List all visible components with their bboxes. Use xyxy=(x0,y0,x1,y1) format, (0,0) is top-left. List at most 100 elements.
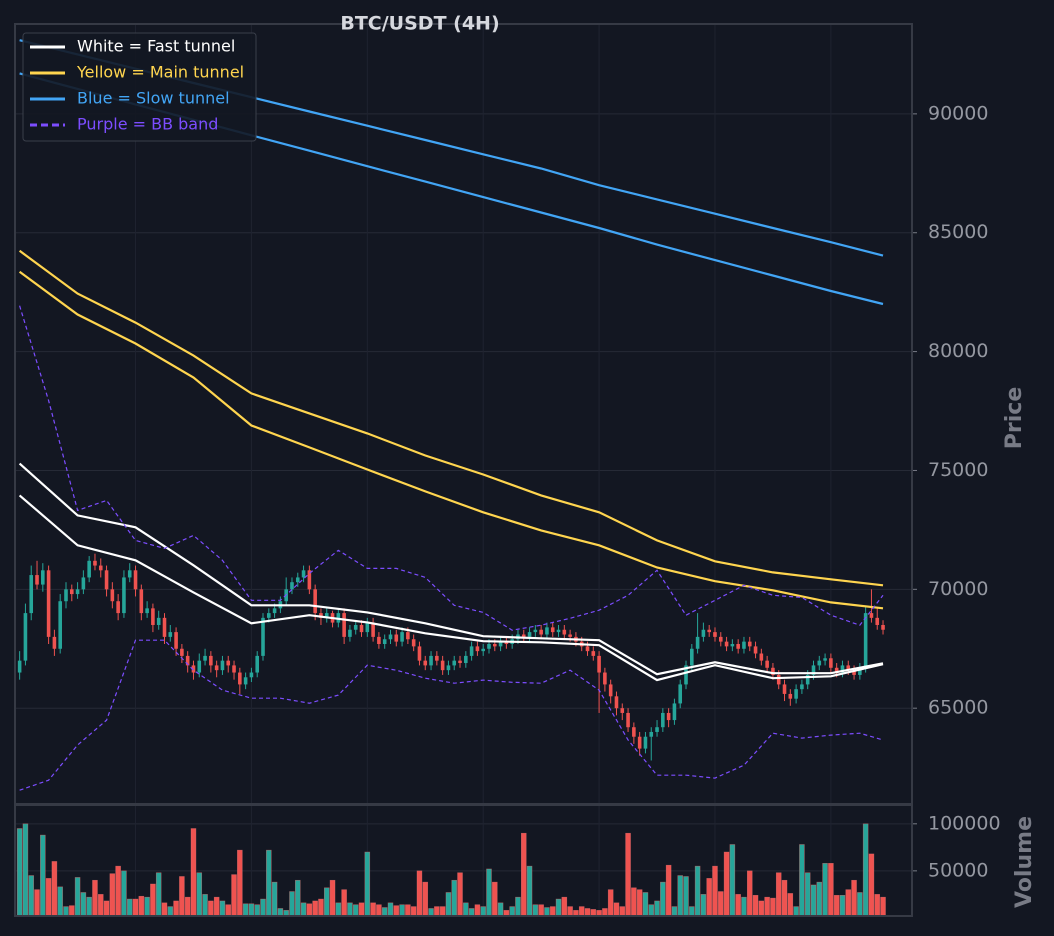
volume-bar xyxy=(723,851,730,917)
candle-body xyxy=(521,634,526,637)
volume-bar xyxy=(712,865,718,917)
legend-label: White = Fast tunnel xyxy=(77,37,235,56)
volume-bar xyxy=(474,904,481,917)
candle-body xyxy=(632,727,636,737)
volume-bar xyxy=(190,828,197,917)
candle-body xyxy=(87,560,91,578)
volume-bar xyxy=(405,904,411,917)
candle-body xyxy=(458,660,462,664)
candle-body xyxy=(365,622,370,633)
volume-bar xyxy=(718,891,724,917)
volume-bar xyxy=(22,823,29,917)
candle-body xyxy=(661,712,665,728)
candle-body xyxy=(23,613,28,661)
candle-body xyxy=(840,665,845,673)
volume-bar xyxy=(208,900,214,917)
volume-bar xyxy=(300,902,307,917)
candle-body xyxy=(736,644,740,649)
volume-bar xyxy=(144,896,150,917)
volume-bar xyxy=(393,905,400,917)
volume-bar xyxy=(341,889,347,917)
candle-body xyxy=(718,636,723,642)
candle-body xyxy=(875,617,880,625)
volume-bar xyxy=(671,906,678,917)
volume-bar xyxy=(683,876,689,917)
volume-bar xyxy=(735,894,741,917)
volume-bar xyxy=(126,898,133,917)
volume-bar xyxy=(480,906,486,917)
volume-bar xyxy=(51,861,58,917)
volume-bar xyxy=(689,906,695,917)
candle-body xyxy=(539,629,543,635)
candle-body xyxy=(446,665,451,671)
volume-bar xyxy=(132,898,139,917)
volume-bar xyxy=(231,874,237,917)
volume-bar xyxy=(793,906,799,917)
candle-body xyxy=(243,677,248,685)
candle-body xyxy=(776,674,781,685)
volume-bar xyxy=(532,904,539,917)
y-tick-label: 70000 xyxy=(928,578,988,600)
candle-body xyxy=(382,639,387,645)
candle-body xyxy=(620,708,625,713)
volume-bar xyxy=(451,879,457,917)
tunnel-line xyxy=(18,249,884,587)
volume-bar xyxy=(752,895,759,917)
volume-bar xyxy=(567,906,573,917)
candle-body xyxy=(805,674,810,685)
candle-body xyxy=(301,570,306,578)
volume-bar xyxy=(45,878,52,917)
candle-body xyxy=(608,684,613,697)
candle-body xyxy=(232,665,236,673)
volume-bar xyxy=(845,889,852,917)
y-axis-label: Volume xyxy=(1012,816,1037,908)
candle-body xyxy=(348,629,352,637)
candle-body xyxy=(145,608,149,614)
volume-bar xyxy=(277,908,284,917)
volume-bar xyxy=(97,894,104,917)
candle-body xyxy=(98,565,103,571)
chart-title: BTC/USDT (4H) xyxy=(340,13,499,35)
candle-body xyxy=(411,639,416,647)
volume-bar xyxy=(463,902,469,917)
volume-bar xyxy=(155,872,162,917)
volume-bar xyxy=(358,902,365,917)
candle-body xyxy=(724,641,729,647)
volume-bar xyxy=(439,906,446,917)
y-tick-label: 90000 xyxy=(928,102,988,124)
volume-bar xyxy=(607,889,614,917)
volume-bar xyxy=(700,894,707,917)
candle-body xyxy=(881,624,885,630)
candle-body xyxy=(684,665,688,685)
volume-bar xyxy=(219,900,226,917)
candle-body xyxy=(829,658,833,668)
y-tick-label: 100000 xyxy=(928,812,1001,834)
candle-body xyxy=(771,667,775,675)
volume-bar xyxy=(810,884,817,917)
candle-body xyxy=(834,667,839,673)
volume-bar xyxy=(468,908,475,917)
candle-body xyxy=(209,655,213,666)
volume-bar xyxy=(202,894,208,917)
volume-bar xyxy=(804,872,811,917)
candle-body xyxy=(794,689,798,699)
y-tick-label: 65000 xyxy=(928,697,988,719)
candle-body xyxy=(151,608,155,625)
volume-bar xyxy=(862,823,869,917)
candle-body xyxy=(614,696,619,709)
volume-bar xyxy=(352,904,359,917)
candle-body xyxy=(400,632,404,642)
candle-body xyxy=(713,632,717,637)
volume-bar xyxy=(80,892,87,917)
tunnel-line xyxy=(18,494,884,682)
candle-body xyxy=(29,575,34,614)
candle-body xyxy=(527,632,532,637)
volume-bar xyxy=(381,907,388,917)
candle-body xyxy=(800,684,804,690)
volume-bar xyxy=(184,896,191,917)
volume-bar xyxy=(335,902,342,917)
candle-body xyxy=(75,589,80,595)
candle-body xyxy=(81,577,86,590)
volume-bar xyxy=(86,896,92,917)
volume-bar xyxy=(515,896,521,917)
